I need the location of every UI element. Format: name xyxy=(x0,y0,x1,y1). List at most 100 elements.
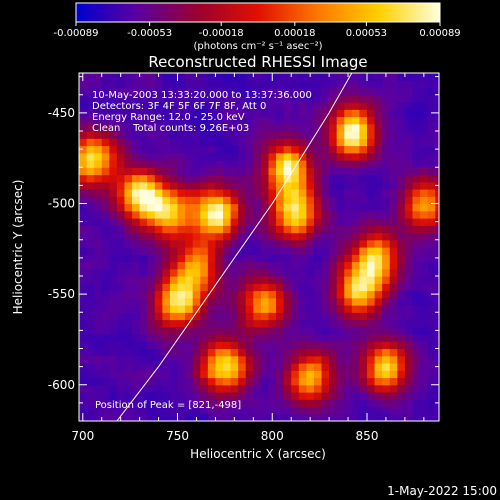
heatmap-cell xyxy=(86,218,95,226)
heatmap-cell xyxy=(359,203,368,212)
heatmap-cell xyxy=(420,196,429,205)
heatmap-cell xyxy=(389,181,398,190)
heatmap-cell xyxy=(367,334,376,342)
heatmap-cell xyxy=(351,406,360,415)
heatmap-cell xyxy=(230,363,239,371)
heatmap-cell xyxy=(162,384,171,393)
heatmap-cell xyxy=(245,116,254,125)
heatmap-cell xyxy=(139,261,148,270)
heatmap-cell xyxy=(245,138,254,147)
heatmap-cell xyxy=(420,138,429,147)
colorbar-tick-label: -0.00053 xyxy=(127,28,172,39)
heatmap-cell xyxy=(351,94,360,103)
heatmap-cell xyxy=(223,131,232,139)
heatmap-cell xyxy=(79,174,88,183)
heatmap-cell xyxy=(207,268,216,277)
heatmap-cell xyxy=(223,247,232,255)
heatmap-cell xyxy=(253,290,262,299)
heatmap-cell xyxy=(177,334,186,342)
heatmap-cell xyxy=(192,145,201,154)
heatmap-cell xyxy=(298,123,307,132)
heatmap-cell xyxy=(374,334,383,342)
heatmap-cell xyxy=(223,123,232,132)
heatmap-cell xyxy=(435,334,439,342)
heatmap-cell xyxy=(397,73,406,81)
heatmap-cell xyxy=(223,290,232,299)
heatmap-cell xyxy=(124,210,133,219)
heatmap-cell xyxy=(351,80,360,89)
heatmap-cell xyxy=(139,399,148,408)
heatmap-cell xyxy=(382,138,391,147)
heatmap-cell xyxy=(359,406,368,415)
heatmap-cell xyxy=(321,297,330,306)
heatmap-cell xyxy=(253,210,262,219)
heatmap-cell xyxy=(321,341,330,350)
heatmap-cell xyxy=(389,413,398,421)
heatmap-cell xyxy=(230,312,239,321)
heatmap-cell xyxy=(147,218,156,226)
heatmap-cell xyxy=(298,160,307,168)
heatmap-cell xyxy=(132,138,141,147)
heatmap-cell xyxy=(162,87,171,96)
heatmap-cell xyxy=(215,87,224,96)
heatmap-cell xyxy=(351,131,360,139)
heatmap-cell xyxy=(124,406,133,415)
heatmap-cell xyxy=(185,80,194,89)
heatmap-cell xyxy=(207,370,216,379)
heatmap-cell xyxy=(427,145,436,154)
heatmap-cell xyxy=(177,290,186,299)
heatmap-cell xyxy=(169,305,179,313)
heatmap-cell xyxy=(412,123,421,132)
heatmap-cell xyxy=(404,341,413,350)
heatmap-cell xyxy=(139,73,148,81)
heatmap-cell xyxy=(321,181,330,190)
heatmap-cell xyxy=(351,116,360,125)
heatmap-cell xyxy=(177,326,186,335)
heatmap-cell xyxy=(298,232,307,241)
heatmap-cell xyxy=(397,123,406,132)
heatmap-cell xyxy=(253,123,262,132)
heatmap-cell xyxy=(404,363,413,371)
heatmap-cell xyxy=(101,377,110,386)
heatmap-cell xyxy=(86,413,95,421)
heatmap-cell xyxy=(283,290,292,299)
heatmap-cell xyxy=(374,392,383,400)
heatmap-cell xyxy=(382,283,391,292)
heatmap-cell xyxy=(298,210,307,219)
heatmap-cell xyxy=(139,290,148,299)
heatmap-cell xyxy=(245,319,254,328)
heatmap-cell xyxy=(139,116,148,125)
heatmap-cell xyxy=(245,73,254,81)
heatmap-cell xyxy=(321,326,330,335)
heatmap-cell xyxy=(374,109,383,118)
heatmap-cell xyxy=(162,174,171,183)
heatmap-cell xyxy=(253,189,262,197)
heatmap-cell xyxy=(185,254,194,263)
heatmap-cell xyxy=(283,348,292,357)
heatmap-cell xyxy=(374,94,383,103)
heatmap-cell xyxy=(238,189,247,197)
heatmap-cell xyxy=(336,392,345,400)
heatmap-cell xyxy=(101,392,110,400)
heatmap-cell xyxy=(412,305,421,313)
heatmap-cell xyxy=(132,268,141,277)
heatmap-cell xyxy=(192,406,201,415)
heatmap-cell xyxy=(200,254,209,263)
heatmap-cell xyxy=(147,196,156,205)
heatmap-cell xyxy=(86,377,95,386)
heatmap-cell xyxy=(162,413,171,421)
heatmap-cell xyxy=(154,399,163,408)
heatmap-cell xyxy=(321,399,330,408)
heatmap-cell xyxy=(238,384,247,393)
heatmap-cell xyxy=(389,167,398,176)
heatmap-cell xyxy=(420,203,429,212)
heatmap-cell xyxy=(169,109,179,118)
heatmap-cell xyxy=(101,399,110,408)
heatmap-cell xyxy=(132,305,141,313)
heatmap-cell xyxy=(344,399,353,408)
heatmap-cell xyxy=(351,268,360,277)
heatmap-cell xyxy=(94,305,103,313)
heatmap-cell xyxy=(298,384,307,393)
heatmap-cell xyxy=(200,145,209,154)
